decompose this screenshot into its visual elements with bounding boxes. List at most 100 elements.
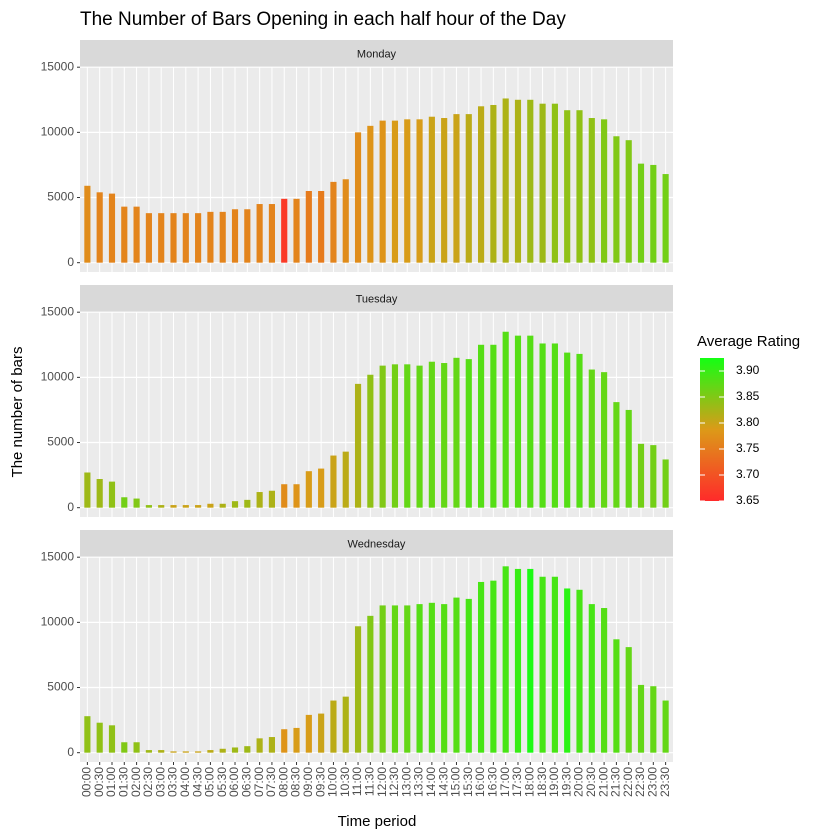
x-tick-label: 13:00	[399, 767, 413, 797]
bar	[502, 566, 509, 753]
bar	[551, 576, 558, 753]
bar	[588, 118, 595, 263]
bar	[207, 211, 214, 263]
bar	[527, 568, 534, 753]
bar	[281, 198, 288, 263]
x-tick-label: 14:00	[424, 767, 438, 797]
bar	[391, 120, 399, 263]
y-tick-label: 10000	[41, 615, 75, 629]
bar	[182, 751, 189, 753]
bar	[281, 484, 288, 508]
bar	[613, 402, 620, 508]
panel	[80, 312, 673, 517]
x-tick-label: 11:00	[350, 767, 364, 796]
bar	[108, 481, 116, 508]
x-tick-label: 00:00	[80, 767, 94, 797]
x-tick-label: 01:30	[116, 767, 130, 797]
x-tick-label: 20:00	[572, 767, 586, 797]
x-tick-label: 10:00	[326, 767, 340, 797]
x-tick-label: 02:00	[129, 767, 143, 797]
bar	[96, 722, 103, 753]
x-tick-label: 04:00	[178, 767, 192, 797]
bar	[576, 589, 583, 753]
x-tick-label: 22:30	[633, 767, 647, 797]
bar	[576, 110, 583, 263]
bar	[367, 615, 374, 753]
bar	[244, 209, 251, 263]
bar	[268, 490, 276, 508]
bar	[416, 119, 423, 263]
bar	[391, 605, 399, 753]
bar	[367, 374, 374, 508]
y-tick-label: 5000	[47, 435, 74, 449]
bar	[465, 114, 472, 263]
bar	[318, 713, 325, 753]
bar	[182, 505, 189, 508]
x-tick-label: 17:30	[510, 767, 524, 797]
bar	[244, 499, 251, 508]
bar	[551, 343, 558, 508]
bar	[551, 103, 558, 263]
x-tick-label: 21:30	[609, 767, 623, 797]
bar	[170, 751, 177, 753]
x-tick-label: 09:30	[313, 767, 327, 797]
bar	[293, 727, 300, 753]
bar	[477, 106, 485, 263]
bar	[379, 120, 386, 263]
bar	[564, 352, 571, 508]
bar	[293, 198, 300, 263]
bar	[256, 492, 263, 508]
x-tick-label: 12:30	[387, 767, 401, 797]
bar	[514, 335, 522, 508]
bar	[625, 140, 632, 263]
bar	[539, 343, 546, 508]
bar	[330, 455, 337, 508]
x-tick-label: 08:30	[289, 767, 303, 797]
bar	[477, 344, 485, 508]
bar	[379, 605, 386, 753]
bar	[428, 116, 435, 263]
bar	[453, 357, 460, 508]
y-tick-label: 5000	[47, 190, 74, 204]
bar	[195, 213, 202, 263]
bar	[564, 588, 571, 753]
bar	[613, 136, 620, 263]
bar	[588, 604, 595, 753]
strip	[80, 530, 673, 557]
bar	[662, 459, 669, 508]
bar	[305, 191, 312, 263]
bar	[195, 751, 202, 753]
bar	[650, 164, 657, 263]
bar	[268, 204, 276, 263]
bar	[121, 497, 128, 508]
x-tick-label: 03:00	[153, 767, 167, 797]
bar	[527, 335, 534, 508]
x-tick-label: 04:30	[190, 767, 204, 797]
x-tick-label: 23:00	[645, 767, 659, 797]
chart-title: The Number of Bars Opening in each half …	[80, 9, 566, 30]
bar	[650, 445, 657, 508]
x-tick-label: 00:30	[92, 767, 106, 797]
bar	[108, 725, 116, 753]
bar	[182, 213, 189, 263]
bar	[576, 353, 583, 508]
bar	[404, 119, 411, 263]
y-tick-label: 10000	[41, 125, 75, 139]
bar	[158, 505, 165, 508]
bar	[219, 211, 226, 263]
y-tick-label: 15000	[41, 304, 75, 318]
bar	[305, 714, 312, 753]
bar	[613, 639, 620, 753]
bar	[637, 443, 645, 508]
bar	[650, 686, 657, 753]
bar	[564, 110, 571, 263]
x-tick-label: 16:00	[473, 767, 487, 797]
panel	[80, 67, 673, 272]
bar	[514, 99, 522, 263]
x-tick-label: 12:00	[375, 767, 389, 797]
x-tick-label: 18:00	[522, 767, 536, 797]
y-tick-label: 0	[67, 255, 74, 269]
bar	[231, 501, 239, 508]
bar	[133, 742, 140, 753]
x-tick-label: 05:00	[203, 767, 217, 797]
